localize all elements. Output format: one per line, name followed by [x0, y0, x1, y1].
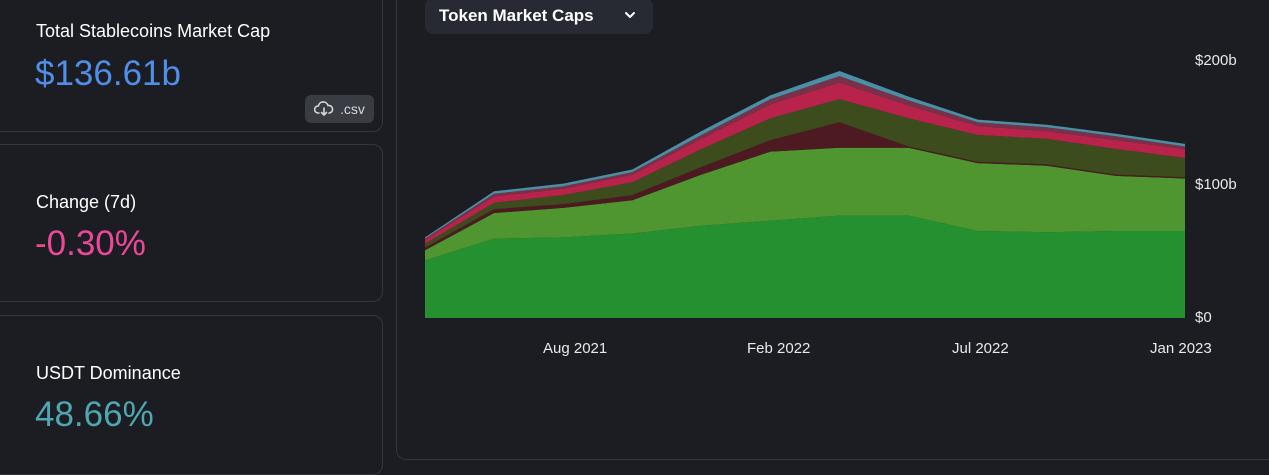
x-tick-label: Jan 2023 [1150, 340, 1212, 357]
change-card [0, 144, 383, 302]
market-cap-value: $136.61b [35, 54, 181, 93]
y-tick-label: $100b [1195, 176, 1237, 193]
x-tick-label: Jul 2022 [952, 340, 1009, 357]
y-tick-label: $0 [1195, 309, 1212, 326]
area-series-0 [425, 215, 1185, 318]
y-tick-label: $200b [1195, 52, 1237, 69]
token-market-caps-dropdown[interactable]: Token Market Caps [425, 0, 653, 34]
dropdown-label: Token Market Caps [439, 6, 594, 25]
x-tick-label: Aug 2021 [543, 340, 608, 357]
change-label: Change (7d) [36, 192, 137, 212]
area-series-3 [425, 99, 1185, 248]
chevron-down-icon [625, 12, 635, 18]
market-cap-label: Total Stablecoins Market Cap [36, 21, 271, 41]
csv-label: .csv [340, 101, 365, 117]
area-series-2 [425, 122, 1185, 251]
area-series-1 [425, 147, 1185, 261]
dominance-label: USDT Dominance [36, 363, 181, 383]
csv-download-button[interactable]: .csv [305, 95, 374, 123]
token-market-caps-chart [425, 71, 1185, 318]
dominance-value: 48.66% [35, 395, 154, 434]
x-tick-label: Feb 2022 [747, 340, 811, 357]
change-value: -0.30% [35, 224, 146, 263]
cloud-download-icon [314, 101, 334, 116]
